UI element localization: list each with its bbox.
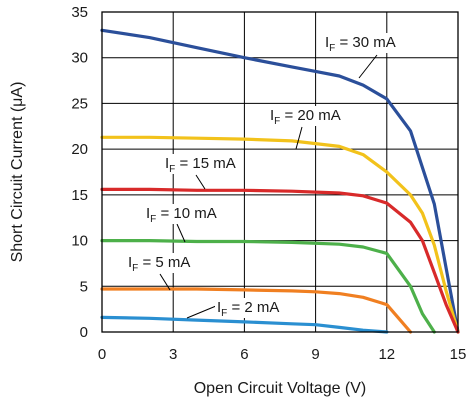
x-tick-label: 9 — [311, 346, 319, 363]
plot-border — [101, 11, 459, 333]
y-tick-labels: 0 5 10 15 20 25 30 35 — [71, 4, 88, 341]
annotation-label-1: IF = 20 mA — [270, 107, 341, 127]
x-tick-labels: 0 3 6 9 12 15 — [98, 346, 467, 363]
y-tick-label: 15 — [71, 187, 88, 204]
y-axis-title: Short Circuit Current (μA) — [9, 82, 26, 263]
annotation-bg-4 — [126, 253, 193, 273]
annotation-label-0: IF = 30 mA — [325, 34, 396, 54]
annotation-bg-2 — [163, 154, 238, 174]
x-tick-label: 3 — [169, 346, 177, 363]
annotation-bg-0 — [323, 33, 398, 53]
x-tick-label: 15 — [450, 346, 467, 363]
annotation-label-5: IF = 2 mA — [217, 299, 279, 319]
annotation-bg-5 — [215, 298, 282, 318]
x-axis-title: Open Circuit Voltage (V) — [194, 380, 367, 397]
series-line-2 — [100, 187, 460, 334]
y-tick-label: 0 — [80, 324, 88, 341]
series-annotations: IF = 30 mA IF = 20 mA IF = 15 mA IF = 10 mA… — [126, 33, 398, 319]
x-tick-label: 12 — [378, 346, 395, 363]
series-line-1 — [100, 135, 460, 334]
series-line-3 — [100, 239, 436, 334]
series-line-4 — [100, 287, 413, 334]
annotation-leader-3 — [176, 223, 186, 243]
y-tick-label: 20 — [71, 141, 88, 158]
series-line-0 — [100, 28, 460, 334]
y-tick-label: 30 — [71, 50, 88, 67]
annotation-leader-2 — [195, 174, 206, 190]
x-tick-label: 0 — [98, 346, 106, 363]
y-tick-label: 10 — [71, 233, 88, 250]
annotation-bg-3 — [144, 204, 219, 224]
x-tick-label: 6 — [240, 346, 248, 363]
y-tick-label: 35 — [71, 4, 88, 21]
y-tick-label: 25 — [71, 95, 88, 112]
series-lines — [100, 28, 460, 334]
series-line-5 — [100, 315, 389, 334]
annotation-label-3: IF = 10 mA — [146, 205, 217, 225]
annotation-leader-5 — [186, 305, 217, 319]
annotation-label-4: IF = 5 mA — [128, 254, 190, 274]
annotation-leader-0 — [358, 54, 378, 79]
y-tick-label: 5 — [80, 278, 88, 295]
annotation-bg-1 — [268, 106, 343, 126]
plot-area — [102, 12, 458, 332]
annotation-leader-4 — [159, 273, 171, 291]
annotation-leader-1 — [295, 126, 303, 150]
annotation-label-2: IF = 15 mA — [165, 155, 236, 175]
